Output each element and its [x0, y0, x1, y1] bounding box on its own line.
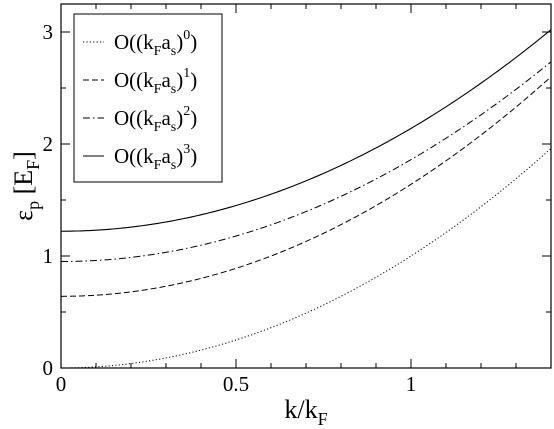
series-line-2 [60, 61, 552, 263]
y-tick-label: 0 [43, 356, 54, 380]
x-tick-label: 0.5 [223, 372, 249, 396]
y-axis-title: εp [EF] [9, 151, 43, 221]
legend-label-2: O((kFas)2) [114, 104, 197, 135]
x-axis-title-sub: F [318, 409, 328, 429]
y-axis-title-bracket-sub: F [23, 160, 43, 170]
plot-area [60, 29, 552, 369]
series-line-0 [60, 148, 552, 369]
legend-label-1: O((kFas)1) [114, 66, 197, 97]
series-line-1 [60, 76, 552, 297]
y-axis-title-bracket-open: [E [9, 170, 38, 201]
y-axis-title-bracket-close: ] [9, 151, 38, 160]
y-tick-label: 3 [43, 20, 54, 44]
legend-box [73, 13, 223, 183]
x-tick-label: 0 [56, 372, 67, 396]
x-axis-title-main: k/k [284, 395, 317, 424]
legend-label-3: O((kFas)3) [114, 142, 197, 173]
series-line-3 [60, 29, 552, 232]
y-tick-label: 2 [43, 132, 54, 156]
x-axis-title: k/kF [284, 395, 327, 429]
legend: O((kFas)0) O((kFas)1) O((kFas)2) O((kFas)3) [73, 13, 223, 183]
x-tick-label: 1 [406, 372, 417, 396]
y-axis-title-symbol-sub: p [23, 201, 43, 210]
y-axis-title-symbol: ε [9, 210, 38, 221]
legend-items: O((kFas)0) O((kFas)1) O((kFas)2) O((kFas)3) [83, 28, 197, 173]
y-tick-label: 1 [43, 244, 54, 268]
legend-label-0: O((kFas)0) [114, 28, 197, 59]
axis-ticks: 0 0.5 1 0 1 2 3 [43, 4, 551, 396]
